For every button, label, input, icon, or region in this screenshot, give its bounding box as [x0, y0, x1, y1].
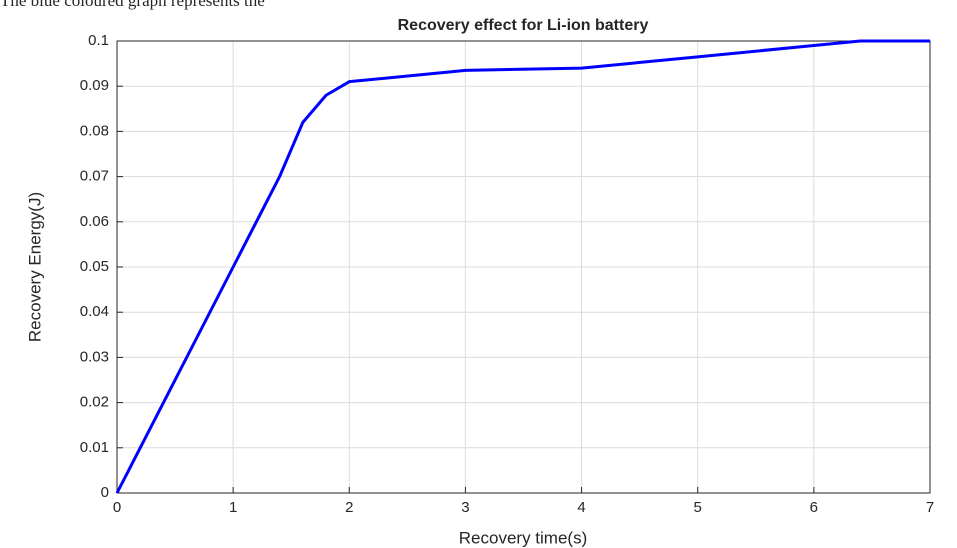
y-tick-label: 0.01: [80, 439, 109, 456]
y-tick-label: 0.07: [80, 168, 109, 185]
x-tick-label: 4: [577, 499, 585, 516]
y-tick-label: 0.08: [80, 122, 109, 139]
x-tick-label: 7: [926, 499, 934, 516]
y-axis-label: Recovery Energy(J): [25, 192, 44, 342]
axes-box: [116, 40, 931, 494]
x-tick-label: 6: [810, 499, 818, 516]
y-tick-label: 0.09: [80, 77, 109, 94]
x-tick-label: 1: [229, 499, 237, 516]
x-axis-label: Recovery time(s): [459, 528, 587, 547]
y-tick-label: 0.05: [80, 258, 109, 275]
y-tick-label: 0.03: [80, 348, 109, 365]
x-tick-label: 0: [113, 499, 121, 516]
x-tick-label: 2: [345, 499, 353, 516]
data-line: [115, 39, 930, 494]
y-tick-label: 0.06: [80, 213, 109, 230]
x-tick-label: 5: [694, 499, 702, 516]
y-tick-label: 0.02: [80, 394, 109, 411]
y-tick-label: 0: [101, 484, 109, 501]
y-tick-label: 0.1: [88, 32, 109, 49]
y-tick-label: 0.04: [80, 303, 109, 320]
x-tick-label: 3: [461, 499, 469, 516]
chart-title: Recovery effect for Li-ion battery: [398, 17, 649, 34]
caption: The blue coloured graph represents the: [0, 0, 265, 10]
